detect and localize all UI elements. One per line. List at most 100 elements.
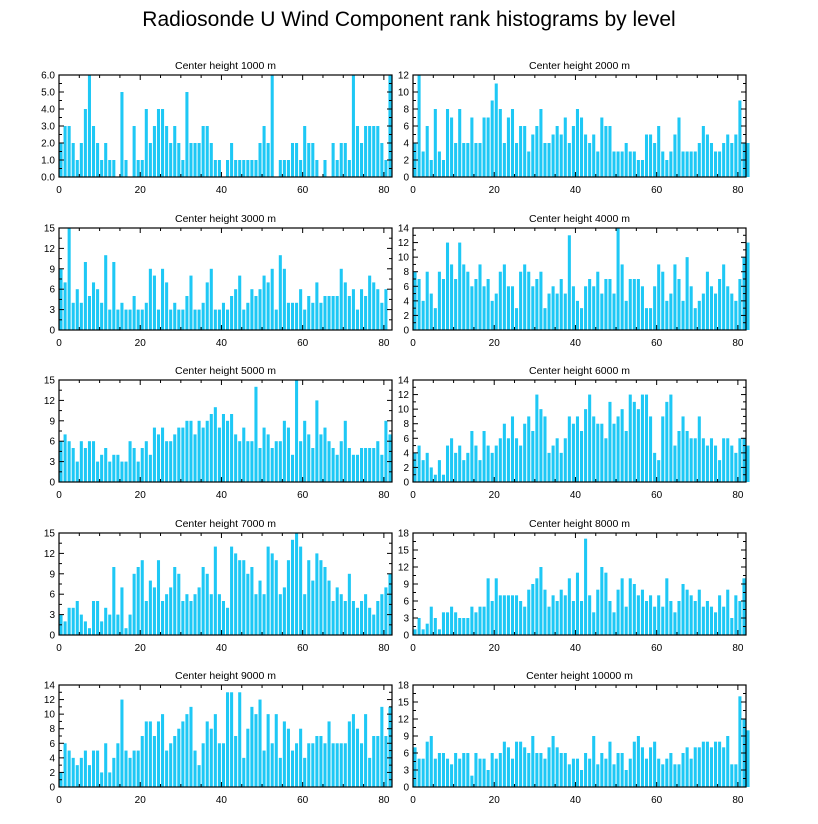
histogram-bar bbox=[575, 572, 579, 635]
histogram-bar bbox=[697, 300, 701, 330]
histogram-bar bbox=[75, 601, 79, 635]
histogram-bar bbox=[584, 538, 588, 635]
histogram-bar bbox=[295, 533, 299, 635]
histogram-bar bbox=[486, 117, 490, 177]
histogram-bar bbox=[132, 448, 136, 482]
histogram-panel: Center height 3000 m 0 20 40 60 80 0 3 6 9 12 15 bbox=[44, 213, 393, 349]
histogram-bar bbox=[376, 441, 380, 482]
histogram-bar bbox=[746, 445, 750, 482]
histogram-bar bbox=[600, 423, 604, 482]
histogram-bar bbox=[458, 618, 462, 635]
histogram-bar bbox=[681, 753, 685, 787]
histogram-bar bbox=[230, 414, 234, 482]
histogram-bar bbox=[417, 758, 421, 787]
histogram-bar bbox=[295, 743, 299, 787]
histogram-bar bbox=[347, 448, 351, 482]
histogram-bar bbox=[718, 460, 722, 482]
histogram-bar bbox=[136, 567, 140, 635]
histogram-bar bbox=[612, 764, 616, 787]
histogram-bar bbox=[152, 587, 156, 635]
histogram-bar bbox=[173, 302, 177, 330]
histogram-bar bbox=[201, 126, 205, 177]
histogram-bar bbox=[116, 743, 120, 787]
y-tick-label: 14 bbox=[398, 224, 410, 235]
histogram-bar bbox=[689, 595, 693, 635]
histogram-bar bbox=[649, 747, 653, 787]
x-tick-label: 20 bbox=[489, 643, 501, 654]
histogram-bar bbox=[474, 445, 478, 482]
histogram-bar bbox=[108, 309, 112, 330]
histogram-bar bbox=[559, 452, 563, 482]
histogram-bar bbox=[437, 460, 441, 482]
histogram-bar bbox=[738, 696, 742, 787]
x-tick-label: 20 bbox=[135, 185, 147, 196]
histogram-bar bbox=[738, 601, 742, 635]
histogram-bar bbox=[445, 758, 450, 787]
histogram-bar bbox=[417, 279, 421, 330]
x-tick-label: 0 bbox=[56, 185, 62, 196]
histogram-bar bbox=[506, 117, 510, 177]
histogram-bar bbox=[87, 75, 91, 177]
histogram-bar bbox=[290, 750, 295, 787]
histogram-bar bbox=[193, 750, 197, 787]
x-tick-label: 0 bbox=[56, 643, 62, 654]
histogram-panel: Center height 1000 m 0 20 40 60 80 0.0 1.0 2.0 3.… bbox=[41, 60, 393, 196]
histogram-bar bbox=[185, 420, 189, 482]
histogram-bar bbox=[575, 300, 579, 330]
histogram-bar bbox=[380, 302, 384, 330]
histogram-bar bbox=[132, 750, 136, 787]
x-tick-label: 80 bbox=[378, 490, 390, 501]
histogram-bar bbox=[417, 75, 421, 177]
histogram-bar bbox=[490, 452, 494, 482]
histogram-bar bbox=[226, 607, 230, 635]
histogram-bar bbox=[372, 126, 376, 177]
histogram-panel: Center height 8000 m 0 20 40 60 80 0 3 6 9 12 15 18 bbox=[398, 518, 747, 654]
histogram-bar bbox=[746, 730, 750, 787]
histogram-bar bbox=[531, 286, 535, 330]
histogram-bar bbox=[217, 309, 221, 330]
histogram-bar bbox=[83, 750, 87, 787]
x-tick-label: 60 bbox=[297, 643, 309, 654]
histogram-bar bbox=[87, 628, 91, 635]
histogram-bar bbox=[685, 589, 689, 635]
histogram-bar bbox=[563, 293, 567, 330]
histogram-bar bbox=[575, 109, 579, 177]
histogram-bar bbox=[193, 434, 197, 482]
histogram-bar bbox=[278, 160, 282, 177]
histogram-bar bbox=[600, 117, 604, 177]
histogram-bar bbox=[510, 595, 515, 635]
histogram-bar bbox=[364, 714, 368, 787]
histogram-bar bbox=[376, 601, 380, 635]
histogram-bar bbox=[584, 134, 588, 177]
histogram-bar bbox=[124, 628, 128, 635]
histogram-bar bbox=[628, 394, 632, 482]
histogram-bar bbox=[474, 612, 478, 635]
histogram-bar bbox=[697, 589, 701, 635]
histogram-bar bbox=[592, 134, 596, 177]
histogram-bar bbox=[250, 706, 254, 787]
x-tick-label: 0 bbox=[410, 490, 416, 501]
y-tick-label: 15 bbox=[398, 546, 410, 557]
x-tick-label: 60 bbox=[651, 490, 663, 501]
histogram-bar bbox=[462, 143, 466, 177]
y-tick-label: 6 bbox=[49, 590, 55, 601]
histogram-bar bbox=[303, 126, 307, 177]
histogram-bar bbox=[644, 758, 649, 787]
histogram-bar bbox=[571, 758, 575, 787]
histogram-bar bbox=[584, 286, 588, 330]
histogram-bar bbox=[213, 309, 217, 330]
y-tick-label: 12 bbox=[398, 390, 410, 401]
x-tick-label: 60 bbox=[651, 338, 663, 349]
y-tick-label: 3 bbox=[403, 614, 409, 625]
x-tick-label: 40 bbox=[216, 185, 228, 196]
histogram-bar bbox=[681, 416, 685, 482]
histogram-bar bbox=[657, 460, 661, 482]
histogram-bar bbox=[384, 736, 388, 787]
histogram-bar bbox=[498, 438, 502, 482]
y-tick-label: 18 bbox=[398, 529, 410, 540]
x-tick-label: 20 bbox=[489, 795, 501, 806]
histogram-bar bbox=[286, 160, 290, 177]
histogram-bar bbox=[132, 296, 136, 330]
histogram-bar bbox=[108, 160, 112, 177]
histogram-bar bbox=[278, 441, 282, 482]
